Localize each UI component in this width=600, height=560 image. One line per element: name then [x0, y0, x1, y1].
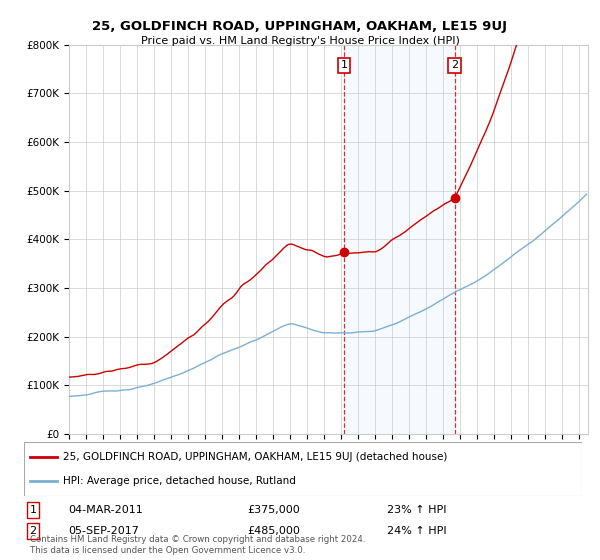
Bar: [344, 45, 455, 434]
Text: 04-MAR-2011: 04-MAR-2011: [68, 505, 143, 515]
Text: £485,000: £485,000: [247, 526, 300, 536]
Text: 05-SEP-2017: 05-SEP-2017: [68, 526, 140, 536]
Text: 23% ↑ HPI: 23% ↑ HPI: [387, 505, 446, 515]
Text: 2: 2: [29, 526, 37, 536]
Text: 1: 1: [341, 60, 347, 71]
Text: 1: 1: [29, 505, 37, 515]
Text: Price paid vs. HM Land Registry's House Price Index (HPI): Price paid vs. HM Land Registry's House …: [140, 36, 460, 46]
Text: 25, GOLDFINCH ROAD, UPPINGHAM, OAKHAM, LE15 9UJ: 25, GOLDFINCH ROAD, UPPINGHAM, OAKHAM, L…: [92, 20, 508, 32]
Text: HPI: Average price, detached house, Rutland: HPI: Average price, detached house, Rutl…: [63, 475, 296, 486]
Text: 2: 2: [451, 60, 458, 71]
Text: 25, GOLDFINCH ROAD, UPPINGHAM, OAKHAM, LE15 9UJ (detached house): 25, GOLDFINCH ROAD, UPPINGHAM, OAKHAM, L…: [63, 452, 448, 463]
Text: £375,000: £375,000: [247, 505, 300, 515]
Text: 24% ↑ HPI: 24% ↑ HPI: [387, 526, 446, 536]
FancyBboxPatch shape: [24, 442, 582, 496]
Text: Contains HM Land Registry data © Crown copyright and database right 2024.
This d: Contains HM Land Registry data © Crown c…: [29, 535, 365, 555]
